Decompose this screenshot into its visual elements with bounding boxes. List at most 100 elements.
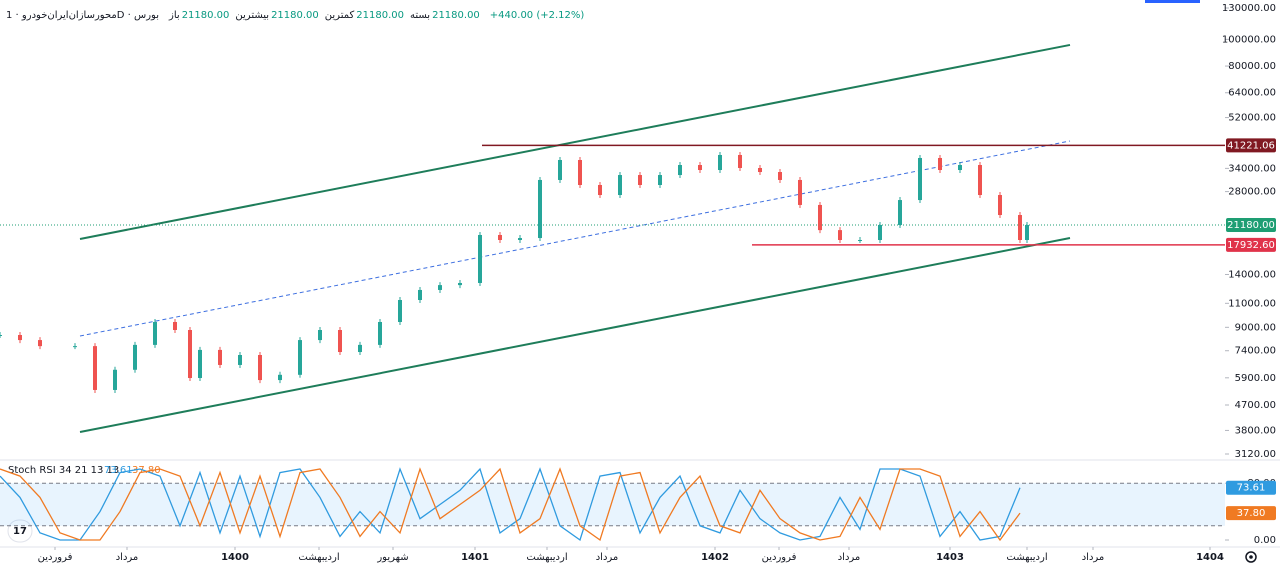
candle: [818, 204, 822, 231]
indicator-d-value: 37.80: [132, 465, 161, 476]
candle: [93, 346, 97, 390]
price-tag: 17932.60: [1227, 240, 1275, 251]
y-tick-label: 14000.00: [1228, 269, 1276, 280]
ohlc-value: 21180.00: [432, 10, 480, 21]
ohlc-value: 21180.00: [271, 10, 319, 21]
y-tick-label: 64000.00: [1228, 88, 1276, 99]
candle: [758, 167, 762, 173]
symbol-title: محورسازان‌ایران‌خودرو · 1D · بورس: [6, 10, 159, 21]
gear-center: [1249, 555, 1253, 559]
header: محورسازان‌ایران‌خودرو · 1D · بورس باز 211…: [6, 10, 584, 21]
candle: [398, 299, 402, 322]
candle: [958, 165, 962, 171]
candle: [778, 172, 782, 180]
candle: [278, 374, 282, 381]
candle: [113, 369, 117, 390]
y-tick-label: 34000.00: [1228, 163, 1276, 174]
candle: [978, 165, 982, 196]
gear[interactable]: [1245, 551, 1257, 563]
candle: [538, 179, 542, 239]
y-tick-label: 9000.00: [1235, 322, 1276, 333]
trendline: [79, 237, 1071, 433]
x-tick-label: 1404: [1196, 552, 1224, 563]
trendline: [79, 43, 1071, 240]
x-tick-label: اردیبهشت: [526, 552, 567, 563]
candle: [133, 344, 137, 370]
indicator-k-value: 73.61: [104, 465, 133, 476]
candle: [188, 330, 192, 379]
y-tick-label: 5900.00: [1235, 373, 1276, 384]
candle: [498, 234, 502, 240]
y-tick-label: 100000.00: [1222, 34, 1276, 45]
candle: [338, 330, 342, 353]
indicator-tag: 73.61: [1237, 483, 1266, 494]
candle: [458, 282, 462, 286]
x-tick-label: 1402: [701, 552, 729, 563]
indicator-tag-bg: [1226, 506, 1276, 521]
indicator-title: Stoch RSI 34 21 13 13: [8, 465, 119, 476]
y-tick-label: 0.00: [1254, 535, 1276, 546]
logo-text: 17: [13, 526, 27, 537]
ohlc-value: 21180.00: [182, 10, 230, 21]
ohlc-label: باز: [168, 10, 180, 21]
candle: [658, 175, 662, 185]
y-tick-label: 3800.00: [1235, 425, 1276, 436]
change: +440.00 (+2.12%): [490, 10, 585, 21]
candle: [518, 238, 522, 240]
stoch-line: [0, 467, 1021, 542]
price-tag: 41221.06: [1227, 140, 1275, 151]
candle: [638, 175, 642, 185]
candle: [0, 334, 2, 336]
y-tick-label: 28000.00: [1228, 187, 1276, 198]
candle: [358, 344, 362, 353]
candle: [938, 157, 942, 171]
x-tick-label: مرداد: [596, 552, 619, 563]
candle: [153, 321, 157, 345]
candle: [738, 154, 742, 168]
band-fill: [0, 483, 1225, 526]
top-highlight: [1145, 0, 1200, 3]
y-tick-label: 52000.00: [1228, 113, 1276, 124]
stoch-line: [0, 467, 1021, 542]
candle: [478, 234, 482, 283]
candle: [718, 154, 722, 171]
candle: [418, 289, 422, 300]
settings-icon[interactable]: [1245, 551, 1257, 563]
candle: [678, 165, 682, 176]
x-tick-label: 1403: [936, 552, 964, 563]
indicator-tag: 37.80: [1237, 508, 1266, 519]
x-tick-label: شهریور: [376, 552, 408, 563]
candle: [438, 285, 442, 290]
candle: [558, 159, 562, 180]
candle: [73, 346, 77, 348]
y-tick-label: 7400.00: [1235, 346, 1276, 357]
candle: [698, 165, 702, 171]
x-tick-label: 1400: [221, 552, 249, 563]
candle: [318, 330, 322, 341]
x-tick-label: فروردین: [762, 552, 797, 563]
price-tag-bg: [1226, 217, 1276, 232]
candle: [218, 349, 222, 365]
x-tick-label: مرداد: [1082, 552, 1105, 563]
candle: [858, 239, 862, 241]
candle: [618, 175, 622, 196]
y-tick-label: 3120.00: [1235, 449, 1276, 460]
ohlc-label: کمترین: [325, 10, 355, 21]
x-tick-label: فروردین: [38, 552, 73, 563]
price-tag-bg: [1226, 138, 1276, 153]
price-tag: 21180.00: [1227, 220, 1275, 231]
candle: [18, 334, 22, 341]
ohlc-label: بیشترین: [235, 10, 269, 21]
candle: [898, 200, 902, 225]
x-tick-label: 1401: [461, 552, 489, 563]
candle: [378, 321, 382, 345]
candle: [918, 157, 922, 201]
candle: [173, 321, 177, 331]
ohlc-label: بسته: [410, 10, 430, 21]
candle: [38, 340, 42, 347]
candle: [258, 355, 262, 381]
x-tick-label: اردیبهشت: [1006, 552, 1047, 563]
y-tick-label: 130000.00: [1222, 3, 1276, 14]
candle: [838, 230, 842, 240]
